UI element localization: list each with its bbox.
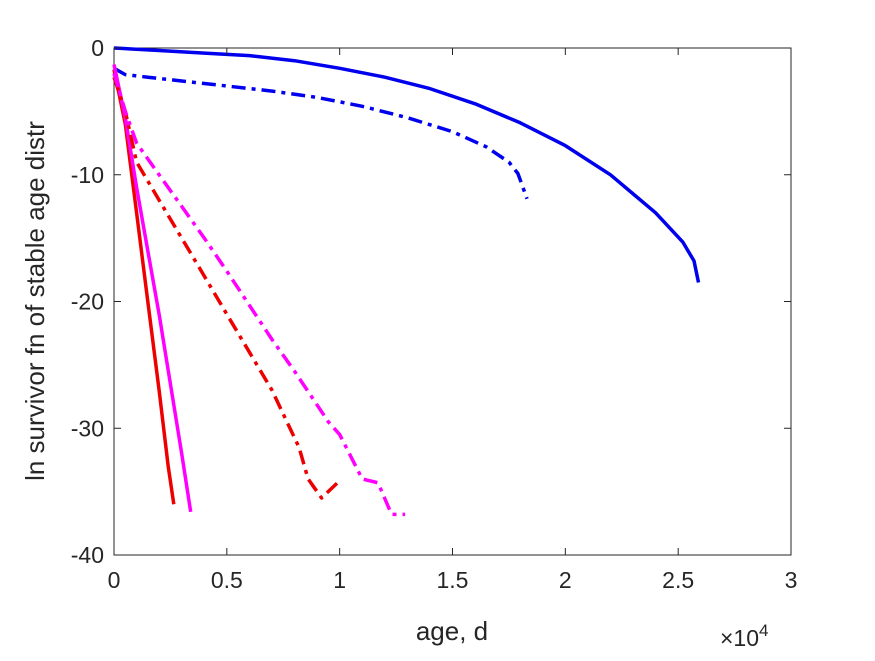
x-exponent-label: ×104: [720, 621, 768, 651]
y-tick-label: -20: [71, 289, 104, 315]
plot-area: [113, 47, 792, 556]
y-axis-label: ln survivor fn of stable age distr: [20, 121, 50, 481]
x-tick-label: 2: [559, 567, 572, 593]
series-line-4: [112, 64, 193, 513]
y-tick-label: -10: [71, 162, 104, 188]
series-line-5: [112, 76, 339, 500]
ticks-layer: 0 0.5 1 1.5 2 2.5 3 0 -10 -20 -30 -40: [71, 35, 798, 593]
x-tick-label: 0: [108, 567, 121, 593]
series-line-2: [113, 66, 529, 200]
y-tick-label: -30: [71, 415, 104, 441]
y-tick-label: 0: [91, 35, 104, 61]
x-tick-label: 0.5: [211, 567, 243, 593]
x-exponent-base: ×10: [720, 625, 759, 651]
x-tick-label: 1.5: [437, 567, 469, 593]
x-axis-label: age, d: [416, 616, 488, 646]
x-tick-label: 2.5: [662, 567, 694, 593]
series-line-6: [112, 72, 406, 517]
y-tick-label: -40: [71, 542, 104, 568]
x-tick-label: 3: [785, 567, 798, 593]
x-exponent-power: 4: [759, 621, 768, 640]
series-layer: [112, 46, 701, 517]
x-tick-label: 1: [333, 567, 346, 593]
